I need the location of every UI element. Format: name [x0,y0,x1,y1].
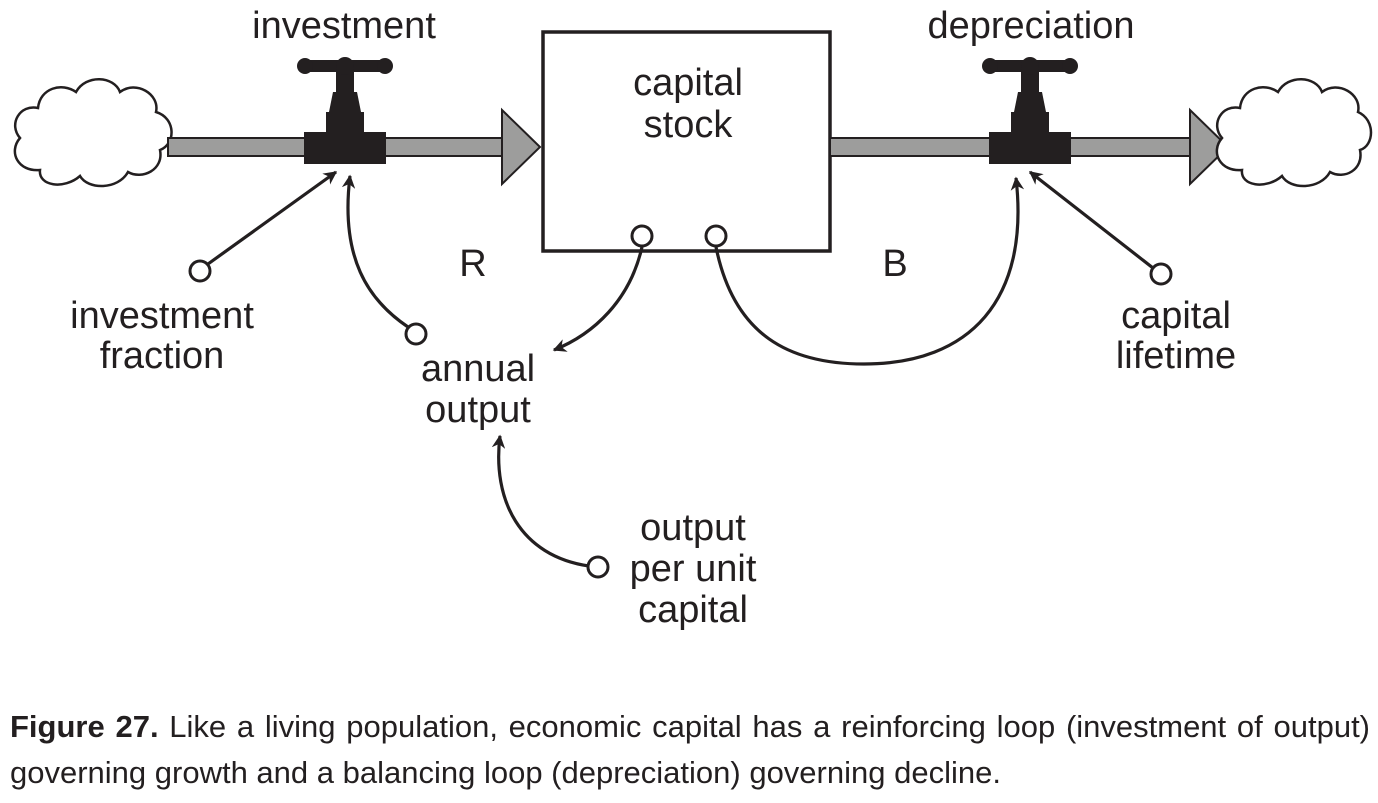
output-per-unit-capital-label-line3: capital [638,589,748,631]
capital-stock-label-line1: capital [633,62,743,104]
annual-output-label-line2: output [425,389,531,431]
figure-caption-text: Like a living population, economic capit… [10,709,1371,790]
annual-output-node [404,322,428,346]
output-per-unit-capital-label-line1: output [640,507,746,549]
reinforcing-loop-label: R [459,243,486,285]
capital-lifetime-label-line2: lifetime [1116,335,1236,377]
figure-caption: Figure 27. Like a living population, eco… [10,704,1370,796]
investment-label: investment [252,5,436,47]
capital-lifetime-node [1149,262,1173,286]
depreciation-valve-icon [982,57,1078,164]
link-capital-stock-to-depreciation [714,176,1025,366]
investment-fraction-node [188,259,212,283]
capital-stock-node-left [630,224,654,248]
source-cloud-icon [13,78,173,188]
figure-label: Figure 27. [10,709,159,744]
investment-valve-icon [297,57,393,164]
balancing-loop-label: B [882,243,907,285]
capital-stock-label-line2: stock [644,104,734,146]
capital-stock-node-right [704,224,728,248]
depreciation-label: depreciation [927,5,1134,47]
link-capital-stock-to-annual-output [552,246,644,352]
capital-lifetime-label-line1: capital [1121,295,1231,337]
stock-flow-diagram: investment depreciation capital stock R … [13,5,1373,631]
link-capital-lifetime-to-depreciation [1028,170,1154,270]
investment-fraction-label-line2: fraction [100,335,225,377]
investment-fraction-label-line1: investment [70,295,254,337]
sink-cloud-icon [1215,78,1373,188]
output-per-unit-capital-label-line2: per unit [630,548,757,590]
link-output-per-unit-capital-to-annual-output [491,434,590,568]
link-annual-output-to-investment [341,174,409,329]
annual-output-label-line1: annual [421,348,535,390]
output-per-unit-capital-node [586,555,610,579]
link-investment-fraction-to-investment [207,170,338,266]
